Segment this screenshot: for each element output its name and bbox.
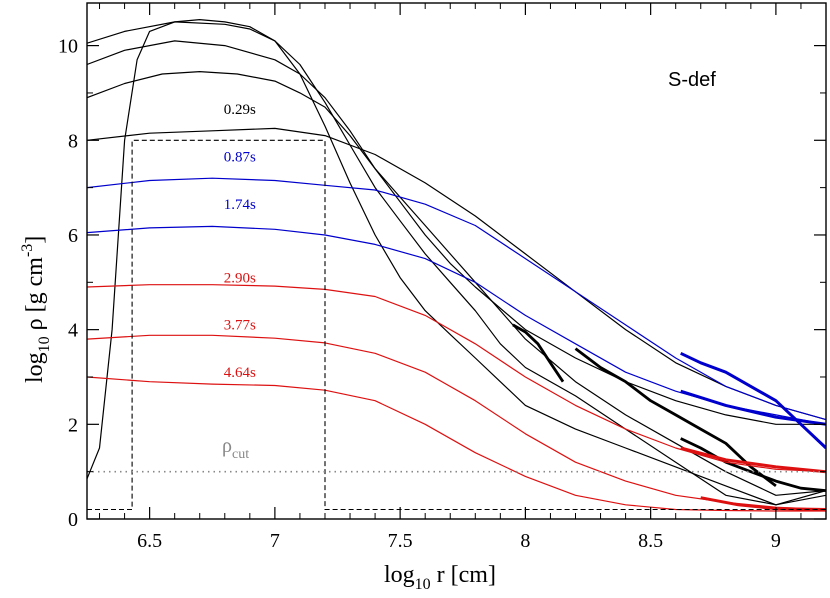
rho-cut-subscript: cut bbox=[232, 447, 249, 462]
profile-line-10 bbox=[680, 446, 826, 474]
profile-line-4 bbox=[87, 70, 826, 425]
profile-line-7 bbox=[680, 437, 826, 492]
y-tick-label: 4 bbox=[68, 320, 78, 342]
y-axis-title: log10 ρ [g cm-3] bbox=[19, 236, 53, 383]
series-label-3.77s: 3.77s bbox=[224, 318, 256, 334]
series-label-0.87s: 0.87s bbox=[224, 150, 256, 166]
profile-line-3 bbox=[87, 40, 826, 496]
series-label-1.74s: 1.74s bbox=[224, 197, 256, 213]
series-line-2.90s bbox=[87, 284, 826, 473]
series-line-0.29s bbox=[87, 127, 826, 421]
profile-line-1 bbox=[87, 19, 826, 506]
axis-tick-labels: 6.5 7 7.5 8 8.5 9 0 2 4 6 8 10 bbox=[58, 36, 781, 552]
y-tick-label: 8 bbox=[68, 130, 78, 152]
profile-line-6 bbox=[574, 347, 777, 488]
y-tick-label: 10 bbox=[58, 36, 78, 58]
series-line-3.77s bbox=[87, 334, 826, 511]
x-tick-label: 7.5 bbox=[388, 530, 413, 552]
plot-area bbox=[87, 19, 826, 512]
y-tick-label: 2 bbox=[68, 414, 78, 436]
series-label-2.90s: 2.90s bbox=[224, 270, 256, 286]
dashed-line-1 bbox=[87, 139, 826, 511]
profile-line-9 bbox=[680, 389, 826, 426]
profile-line-8 bbox=[680, 351, 826, 450]
x-axis-title: log10 r [cm] bbox=[384, 562, 496, 593]
series-line-0.87s bbox=[87, 177, 826, 421]
series-line-4.64s bbox=[87, 376, 826, 512]
profile-line-5 bbox=[512, 323, 565, 383]
x-tick-label: 8.5 bbox=[638, 530, 663, 552]
series-line-1.74s bbox=[87, 225, 826, 425]
x-tick-label: 9 bbox=[771, 530, 781, 552]
series-label-4.64s: 4.64s bbox=[224, 365, 256, 381]
axis-ticks bbox=[87, 3, 827, 520]
x-tick-label: 7 bbox=[270, 530, 280, 552]
x-tick-label: 8 bbox=[520, 530, 530, 552]
y-tick-label: 6 bbox=[68, 225, 78, 247]
chart-title: S-def bbox=[668, 69, 716, 91]
plot-frame bbox=[86, 2, 827, 520]
x-tick-label: 6.5 bbox=[137, 530, 162, 552]
series-label-0.29s: 0.29s bbox=[224, 102, 256, 118]
series-labels: 0.29s 0.87s 1.74s 2.90s 3.77s 4.64s bbox=[224, 102, 256, 381]
y-tick-label: 0 bbox=[68, 509, 78, 531]
rho-cut-label: ρcut bbox=[222, 435, 249, 462]
profile-line-2 bbox=[87, 21, 826, 506]
